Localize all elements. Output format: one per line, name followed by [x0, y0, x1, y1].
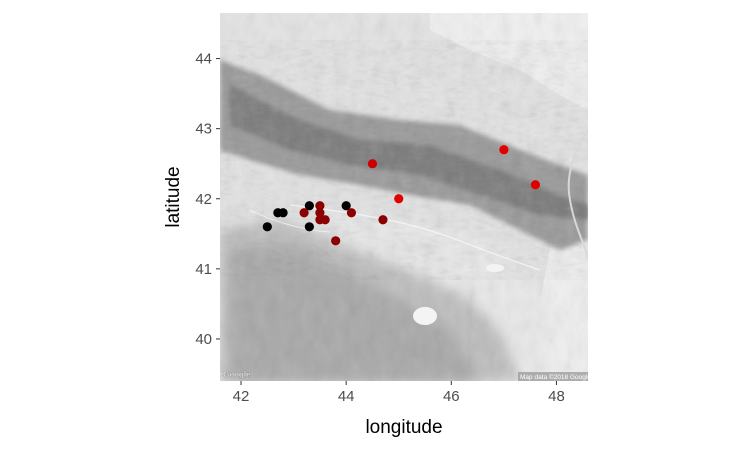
data-point — [262, 222, 272, 232]
y-tick-label: 40 — [195, 331, 212, 348]
data-point — [499, 145, 509, 155]
data-point — [378, 215, 388, 225]
data-point — [341, 201, 351, 211]
svg-text:Map data ©2018 Google: Map data ©2018 Google — [520, 373, 591, 381]
x-tick-label: 48 — [548, 388, 565, 405]
x-axis: 42 44 46 48 — [233, 381, 565, 405]
y-tick-label: 41 — [195, 261, 212, 278]
data-point — [315, 208, 325, 218]
data-point — [304, 201, 314, 211]
data-point — [331, 236, 341, 246]
data-point — [346, 208, 357, 218]
map-attribution: Map data ©2018 Google — [518, 372, 591, 381]
x-axis-title: longitude — [365, 417, 442, 438]
data-points — [262, 145, 541, 246]
data-point — [530, 180, 541, 190]
data-point — [320, 215, 330, 225]
data-point — [394, 194, 404, 204]
y-tick-label: 44 — [195, 51, 212, 68]
y-tick-label: 43 — [195, 121, 212, 138]
x-tick-label: 42 — [233, 388, 250, 405]
y-axis: 40 41 42 43 44 — [195, 51, 220, 348]
terrain-basemap — [220, 13, 588, 381]
x-tick-label: 46 — [443, 388, 460, 405]
svg-text:Google: Google — [223, 370, 251, 379]
data-point — [304, 222, 314, 232]
google-logo: Google — [223, 370, 252, 379]
data-point — [367, 159, 378, 169]
data-point — [278, 208, 288, 218]
x-tick-label: 44 — [338, 388, 355, 405]
data-point — [299, 208, 309, 218]
y-axis-title: latitude — [163, 166, 184, 227]
y-tick-label: 42 — [195, 191, 212, 208]
data-point — [315, 201, 325, 211]
